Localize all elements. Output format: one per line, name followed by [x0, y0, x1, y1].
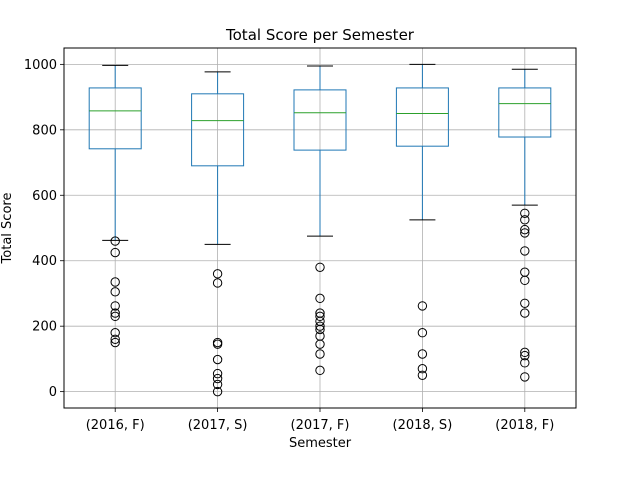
outlier-point — [520, 246, 530, 256]
interquartile-box — [88, 87, 142, 150]
outlier-point — [315, 293, 325, 304]
outlier-point — [212, 339, 223, 349]
y-tick-label: 800 — [32, 123, 57, 138]
box-2 — [191, 71, 245, 397]
outlier-point — [520, 298, 530, 308]
box-4 — [395, 63, 449, 380]
y-tick-label: 600 — [32, 189, 57, 204]
outlier-point — [315, 365, 325, 376]
box-1 — [88, 64, 142, 348]
outlier-point — [520, 308, 530, 318]
outlier-point — [520, 215, 530, 225]
outlier-point — [212, 269, 223, 279]
outlier-point — [110, 236, 120, 246]
outlier-point — [520, 228, 530, 238]
outlier-point — [110, 287, 120, 297]
outlier-point — [110, 334, 120, 344]
outlier-point — [315, 321, 325, 331]
outlier-point — [212, 386, 223, 397]
outlier-point — [110, 308, 120, 318]
outlier-point — [520, 347, 530, 358]
outlier-point — [520, 275, 530, 286]
interquartile-box — [498, 87, 552, 138]
outlier-point — [110, 277, 120, 287]
outlier-point — [520, 208, 530, 218]
y-tick-label: 1000 — [24, 58, 57, 73]
outlier-point — [110, 301, 120, 311]
outlier-point — [520, 358, 530, 368]
x-tick-label: (2016, F) — [86, 418, 145, 433]
outlier-point — [110, 337, 120, 348]
x-tick-label: (2017, S) — [188, 418, 248, 433]
outlier-point — [417, 301, 428, 311]
outlier-point — [417, 328, 428, 338]
outlier-point — [315, 311, 325, 322]
outlier-point — [520, 224, 530, 235]
outlier-point — [212, 379, 223, 390]
y-tick-label: 0 — [49, 385, 57, 400]
outlier-point — [315, 349, 325, 359]
outlier-point — [520, 350, 530, 361]
outlier-point — [417, 349, 428, 359]
outlier-point — [315, 262, 325, 272]
outlier-point — [315, 324, 325, 335]
box-3 — [293, 65, 347, 376]
box-series — [88, 63, 552, 397]
outlier-point — [110, 328, 120, 338]
interquartile-box — [191, 93, 245, 167]
y-axis-label: Total Score — [0, 193, 15, 265]
outlier-point — [212, 368, 223, 379]
y-tick-label: 400 — [32, 254, 57, 269]
x-axis-label: Semester — [289, 436, 352, 451]
outlier-point — [212, 278, 223, 288]
x-tick-label: (2017, F) — [291, 418, 350, 433]
x-tick-label: (2018, F) — [495, 418, 554, 433]
outlier-point — [110, 311, 120, 322]
x-tick-label: (2018, S) — [393, 418, 453, 433]
interquartile-box — [395, 87, 449, 147]
outlier-point — [212, 354, 223, 365]
outlier-point — [417, 370, 428, 380]
outlier-point — [110, 247, 120, 258]
box-5 — [498, 68, 552, 382]
outlier-point — [212, 373, 223, 384]
chart-title: Total Score per Semester — [225, 26, 415, 44]
outlier-point — [315, 339, 325, 349]
interquartile-box — [293, 89, 347, 151]
outlier-point — [520, 372, 530, 382]
y-tick-label: 200 — [32, 320, 57, 335]
outlier-point — [417, 364, 428, 374]
axis-ticks: 0 200 400 600 800 1000 (2016, F) (2017, S) (2017… — [24, 58, 554, 433]
